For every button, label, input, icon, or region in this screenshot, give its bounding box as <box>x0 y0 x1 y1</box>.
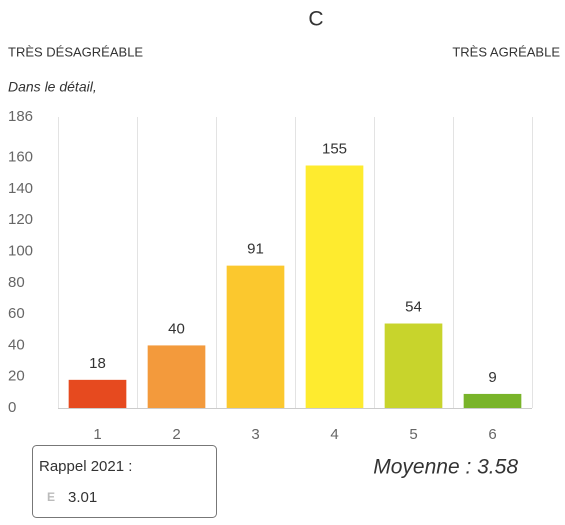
recall-label: Rappel 2021 : <box>39 458 132 475</box>
y-tick-label: 80 <box>8 274 25 291</box>
y-tick-label: 0 <box>8 399 16 416</box>
data-label: 9 <box>488 369 496 386</box>
scale-right-label: TRÈS AGRÉABLE <box>452 44 560 59</box>
data-label: 155 <box>322 140 347 157</box>
y-tick-label: 140 <box>8 180 33 197</box>
y-tick-label: 20 <box>8 368 25 385</box>
y-tick-label: 60 <box>8 305 25 322</box>
subtitle: Dans le détail, <box>8 79 97 95</box>
data-label: 54 <box>405 298 422 315</box>
bar <box>463 393 522 408</box>
recall-value: 3.01 <box>68 489 97 506</box>
average: Moyenne : 3.58 <box>373 456 518 479</box>
recall-grade: E <box>47 490 55 504</box>
y-tick-label: 160 <box>8 149 33 166</box>
scale-left-label: TRÈS DÉSAGRÉABLE <box>8 44 143 59</box>
y-tick-label: 40 <box>8 336 25 353</box>
bar <box>147 345 206 408</box>
x-tick-label: 3 <box>251 426 259 443</box>
x-tick-label: 6 <box>488 426 496 443</box>
bar <box>384 323 443 408</box>
x-tick-label: 1 <box>93 426 101 443</box>
data-label: 18 <box>89 355 106 372</box>
x-tick-label: 2 <box>172 426 180 443</box>
y-tick-label: 186 <box>8 108 33 125</box>
bar <box>226 265 285 408</box>
y-tick-label: 120 <box>8 211 33 228</box>
data-label: 91 <box>247 241 264 258</box>
chart-title: C <box>308 8 323 31</box>
bar <box>305 165 364 408</box>
recall-box <box>32 445 217 518</box>
x-tick-label: 5 <box>409 426 417 443</box>
x-tick-label: 4 <box>330 426 338 443</box>
bar <box>68 379 127 408</box>
data-label: 40 <box>168 320 185 337</box>
y-tick-label: 100 <box>8 243 33 260</box>
